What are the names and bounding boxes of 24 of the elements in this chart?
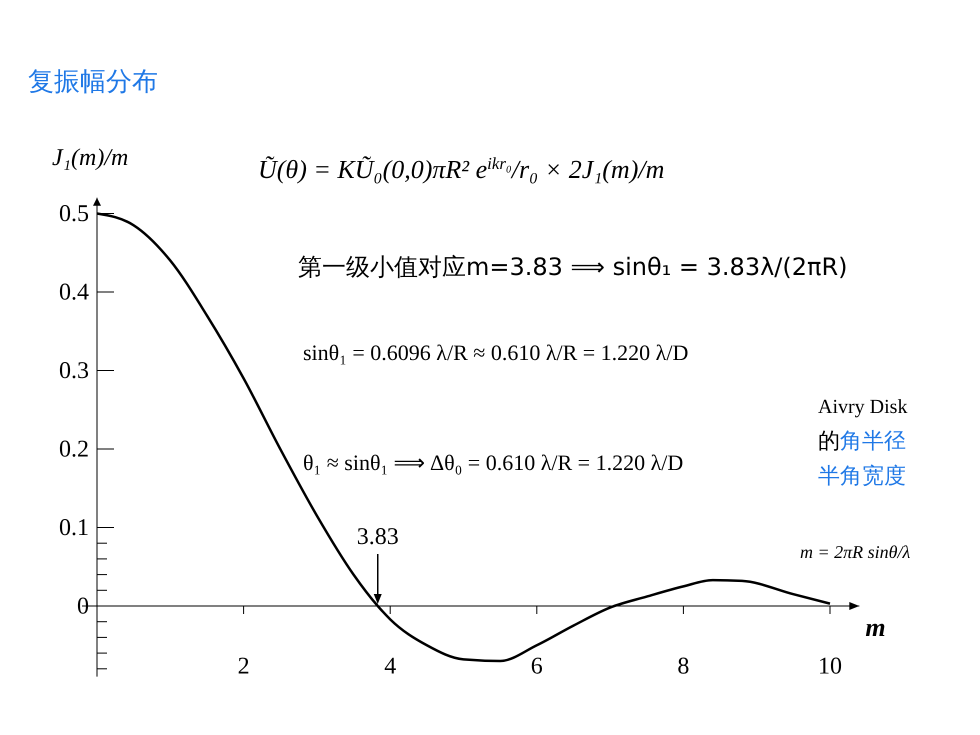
annotation: 角半径 [840,429,906,454]
x-tick-label: 2 [238,654,250,680]
y-tick-label: 0.5 [59,201,89,228]
x-tick-label: 6 [530,654,543,680]
annotation: 3.83 [356,524,399,550]
chart-title: 复振幅分布 [28,67,158,97]
annotation: 第一级小值对应m=3.83 ⟹ sinθ₁ = 3.83λ/(2πR) [298,253,848,281]
text: Ũ(θ) = KŨ₀(0,0)πR² e$^{ikr₀}$/r₀ × 2J₁(m)/m [258,154,664,184]
annotation: 的 [818,429,840,454]
annotation: θ₁ ≈ sinθ₁ ⟹ Δθ₀ = 0.610 λ/R = 1.220 λ/D [303,450,684,475]
x-tick-label: 4 [384,654,396,680]
annotation: sinθ₁ = 0.6096 λ/R ≈ 0.610 λ/R = 1.220 λ/D [303,340,688,365]
x-axis-title: m [865,613,886,642]
x-tick-label: 8 [677,654,690,680]
y-tick-label: 0.3 [59,358,89,384]
annotation: Aivry Disk [818,396,908,418]
y-tick-label: 0.1 [59,515,89,542]
y-tick-label: 0.2 [59,436,89,463]
y-tick-label: 0 [77,594,89,620]
x-tick-label: 10 [818,654,842,680]
annotation: 半角宽度 [818,464,906,489]
y-tick-label: 0.4 [59,280,89,306]
annotation: m = 2πR sinθ/λ [800,542,911,562]
y-axis-title: J₁(m)/m [52,145,128,171]
